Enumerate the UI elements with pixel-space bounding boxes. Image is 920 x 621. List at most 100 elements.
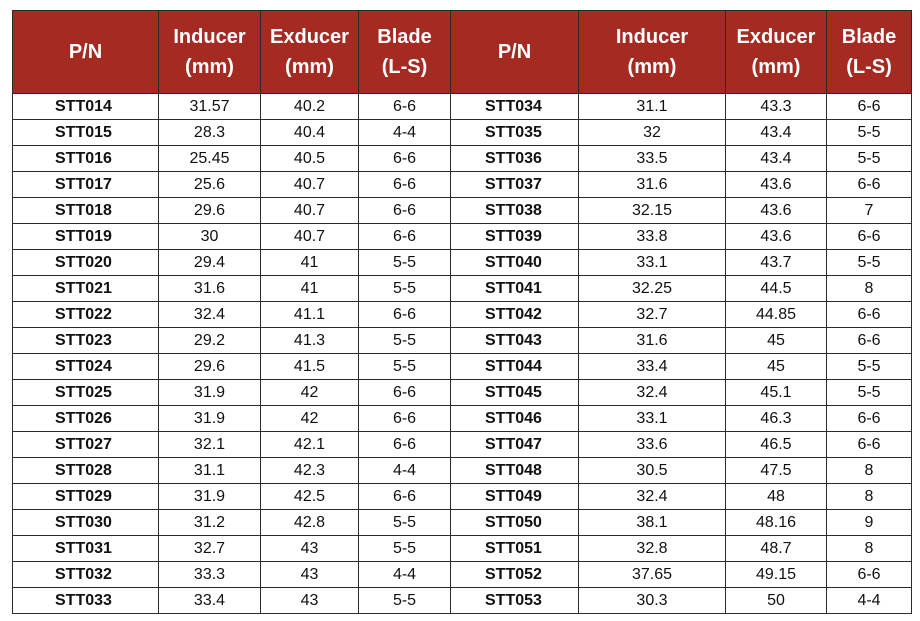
right-inducer-cell: 30.3 <box>578 587 726 614</box>
right-inducer-cell: 37.65 <box>578 561 726 588</box>
left-exducer-cell: 40.2 <box>260 93 359 120</box>
left-inducer-cell: 31.1 <box>158 457 261 484</box>
right-exducer-cell: 43.6 <box>725 171 827 198</box>
left-inducer-cell: 29.4 <box>158 249 261 276</box>
right-blade-cell: 8 <box>826 275 912 302</box>
left-exducer-cell: 40.7 <box>260 197 359 224</box>
right-inducer-cell: 33.6 <box>578 431 726 458</box>
header-blade-label: Blade <box>841 26 897 48</box>
table-row: STT027 32.1 42.1 6-6 STT047 33.6 46.5 6-6 <box>12 431 912 458</box>
right-exducer-cell: 47.5 <box>725 457 827 484</box>
left-inducer-cell: 32.4 <box>158 301 261 328</box>
right-blade-cell: 6-6 <box>826 223 912 250</box>
left-exducer-cell: 42.1 <box>260 431 359 458</box>
header-pn-right: P/N <box>450 10 579 94</box>
right-blade-cell: 5-5 <box>826 379 912 406</box>
table-row: STT026 31.9 42 6-6 STT046 33.1 46.3 6-6 <box>12 405 912 432</box>
header-exducer: Exducer (mm) <box>260 10 359 94</box>
left-inducer-cell: 28.3 <box>158 119 261 146</box>
right-pn-cell: STT046 <box>450 405 579 432</box>
header-blade: Blade (L-S) <box>358 10 451 94</box>
header-inducer-label: Inducer <box>615 26 689 48</box>
header-blade-label: Blade <box>377 26 432 48</box>
header-blade-right: Blade (L-S) <box>826 10 912 94</box>
table-row: STT014 31.57 40.2 6-6 STT034 31.1 43.3 6-6 <box>12 93 912 120</box>
left-exducer-cell: 42.3 <box>260 457 359 484</box>
left-pn-cell: STT014 <box>12 93 159 120</box>
right-pn-cell: STT049 <box>450 483 579 510</box>
right-blade-cell: 7 <box>826 197 912 224</box>
left-exducer-cell: 40.4 <box>260 119 359 146</box>
right-blade-cell: 4-4 <box>826 587 912 614</box>
left-pn-cell: STT029 <box>12 483 159 510</box>
left-exducer-cell: 40.7 <box>260 223 359 250</box>
left-pn-cell: STT023 <box>12 327 159 354</box>
right-blade-cell: 5-5 <box>826 145 912 172</box>
right-inducer-cell: 31.6 <box>578 171 726 198</box>
header-blade-unit: (L-S) <box>846 56 892 78</box>
header-exducer-unit: (mm) <box>751 56 801 78</box>
left-exducer-cell: 41.5 <box>260 353 359 380</box>
right-exducer-cell: 43.4 <box>725 119 827 146</box>
right-exducer-cell: 46.5 <box>725 431 827 458</box>
right-inducer-cell: 31.1 <box>578 93 726 120</box>
left-exducer-cell: 43 <box>260 535 359 562</box>
right-inducer-cell: 32 <box>578 119 726 146</box>
right-exducer-cell: 48.16 <box>725 509 827 536</box>
left-pn-cell: STT032 <box>12 561 159 588</box>
right-pn-cell: STT048 <box>450 457 579 484</box>
table-row: STT021 31.6 41 5-5 STT041 32.25 44.5 8 <box>12 275 912 302</box>
left-pn-cell: STT024 <box>12 353 159 380</box>
right-inducer-cell: 33.5 <box>578 145 726 172</box>
left-inducer-cell: 33.3 <box>158 561 261 588</box>
right-pn-cell: STT036 <box>450 145 579 172</box>
left-exducer-cell: 41 <box>260 275 359 302</box>
left-exducer-cell: 41.1 <box>260 301 359 328</box>
left-pn-cell: STT022 <box>12 301 159 328</box>
left-pn-cell: STT018 <box>12 197 159 224</box>
right-pn-cell: STT053 <box>450 587 579 614</box>
table-row: STT020 29.4 41 5-5 STT040 33.1 43.7 5-5 <box>12 249 912 276</box>
right-exducer-cell: 45.1 <box>725 379 827 406</box>
left-blade-cell: 6-6 <box>358 431 451 458</box>
left-blade-cell: 6-6 <box>358 93 451 120</box>
left-exducer-cell: 40.7 <box>260 171 359 198</box>
left-blade-cell: 5-5 <box>358 353 451 380</box>
right-inducer-cell: 32.25 <box>578 275 726 302</box>
left-exducer-cell: 43 <box>260 587 359 614</box>
header-row: P/N Inducer (mm) Exducer (mm) Blade (L-S… <box>12 10 912 94</box>
table-row: STT022 32.4 41.1 6-6 STT042 32.7 44.85 6-6 <box>12 301 912 328</box>
table-row: STT015 28.3 40.4 4-4 STT035 32 43.4 5-5 <box>12 119 912 146</box>
left-inducer-cell: 31.2 <box>158 509 261 536</box>
table-row: STT017 25.6 40.7 6-6 STT037 31.6 43.6 6-6 <box>12 171 912 198</box>
right-blade-cell: 6-6 <box>826 93 912 120</box>
left-pn-cell: STT028 <box>12 457 159 484</box>
right-exducer-cell: 49.15 <box>725 561 827 588</box>
header-exducer-label: Exducer <box>736 26 816 48</box>
header-exducer-label: Exducer <box>270 26 349 48</box>
left-blade-cell: 5-5 <box>358 275 451 302</box>
right-pn-cell: STT051 <box>450 535 579 562</box>
right-blade-cell: 5-5 <box>826 119 912 146</box>
table-row: STT031 32.7 43 5-5 STT051 32.8 48.7 8 <box>12 535 912 562</box>
table-row: STT019 30 40.7 6-6 STT039 33.8 43.6 6-6 <box>12 223 912 250</box>
left-blade-cell: 4-4 <box>358 561 451 588</box>
right-inducer-cell: 33.4 <box>578 353 726 380</box>
left-blade-cell: 4-4 <box>358 457 451 484</box>
left-blade-cell: 5-5 <box>358 249 451 276</box>
left-inducer-cell: 33.4 <box>158 587 261 614</box>
right-blade-cell: 6-6 <box>826 301 912 328</box>
table-header: P/N Inducer (mm) Exducer (mm) Blade (L-S… <box>12 10 912 94</box>
right-pn-cell: STT034 <box>450 93 579 120</box>
left-pn-cell: STT030 <box>12 509 159 536</box>
right-exducer-cell: 48.7 <box>725 535 827 562</box>
right-blade-cell: 6-6 <box>826 431 912 458</box>
left-inducer-cell: 32.7 <box>158 535 261 562</box>
right-pn-cell: STT035 <box>450 119 579 146</box>
right-pn-cell: STT038 <box>450 197 579 224</box>
left-exducer-cell: 42 <box>260 379 359 406</box>
left-exducer-cell: 40.5 <box>260 145 359 172</box>
left-inducer-cell: 29.2 <box>158 327 261 354</box>
right-exducer-cell: 43.7 <box>725 249 827 276</box>
left-inducer-cell: 31.9 <box>158 483 261 510</box>
